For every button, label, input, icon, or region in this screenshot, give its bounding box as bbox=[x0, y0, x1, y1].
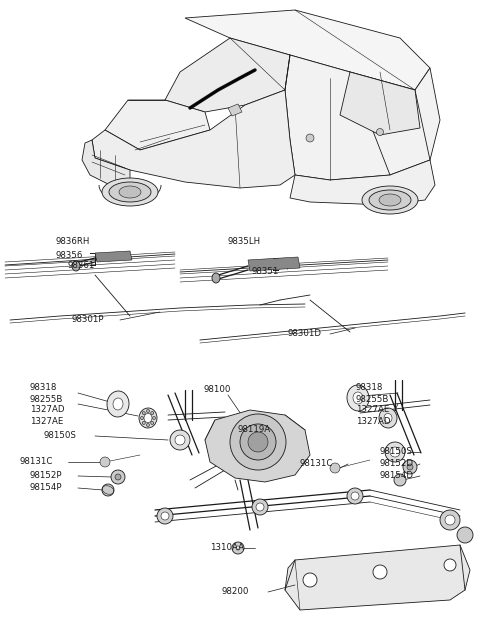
Ellipse shape bbox=[142, 422, 145, 424]
Ellipse shape bbox=[170, 430, 190, 450]
Circle shape bbox=[100, 457, 110, 467]
Text: 98301P: 98301P bbox=[72, 316, 105, 324]
Polygon shape bbox=[285, 55, 440, 180]
Ellipse shape bbox=[146, 410, 149, 413]
Circle shape bbox=[248, 432, 268, 452]
Circle shape bbox=[157, 508, 173, 524]
Ellipse shape bbox=[151, 422, 154, 424]
Ellipse shape bbox=[379, 408, 397, 428]
Polygon shape bbox=[285, 545, 470, 610]
Circle shape bbox=[303, 573, 317, 587]
Polygon shape bbox=[290, 160, 435, 205]
Ellipse shape bbox=[151, 411, 154, 415]
Ellipse shape bbox=[153, 417, 156, 420]
Text: 98154P: 98154P bbox=[30, 483, 62, 493]
Ellipse shape bbox=[109, 182, 151, 202]
Circle shape bbox=[240, 424, 276, 460]
Text: 9835LH: 9835LH bbox=[228, 237, 261, 246]
Circle shape bbox=[256, 503, 264, 511]
Ellipse shape bbox=[144, 413, 152, 422]
Circle shape bbox=[115, 474, 121, 480]
Text: 98255B: 98255B bbox=[356, 394, 389, 403]
Ellipse shape bbox=[369, 190, 411, 210]
Polygon shape bbox=[105, 100, 210, 150]
Polygon shape bbox=[205, 410, 310, 482]
Circle shape bbox=[440, 510, 460, 530]
Polygon shape bbox=[95, 251, 132, 262]
Ellipse shape bbox=[146, 424, 149, 427]
Text: 98150S: 98150S bbox=[44, 432, 77, 441]
Text: 98361: 98361 bbox=[68, 262, 96, 271]
Polygon shape bbox=[92, 90, 295, 188]
Text: 98152P: 98152P bbox=[30, 472, 62, 481]
Text: 98100: 98100 bbox=[204, 385, 231, 394]
Ellipse shape bbox=[379, 194, 401, 206]
Text: 98318: 98318 bbox=[30, 384, 58, 392]
Circle shape bbox=[403, 460, 417, 474]
Text: 98131C: 98131C bbox=[300, 460, 334, 469]
Polygon shape bbox=[340, 72, 420, 135]
Ellipse shape bbox=[212, 273, 220, 283]
Polygon shape bbox=[228, 104, 242, 116]
Circle shape bbox=[161, 512, 169, 520]
Text: 9836RH: 9836RH bbox=[55, 237, 89, 246]
Text: 98154D: 98154D bbox=[380, 472, 414, 481]
Text: 1327AE: 1327AE bbox=[356, 406, 389, 415]
Text: 98356: 98356 bbox=[55, 250, 83, 260]
Text: 98255B: 98255B bbox=[30, 394, 63, 403]
Text: 98301D: 98301D bbox=[288, 330, 322, 338]
Ellipse shape bbox=[107, 391, 129, 417]
Text: 98351: 98351 bbox=[252, 267, 279, 276]
Ellipse shape bbox=[347, 385, 369, 411]
Circle shape bbox=[445, 515, 455, 525]
Circle shape bbox=[444, 559, 456, 571]
Ellipse shape bbox=[362, 186, 418, 214]
Text: 1327AD: 1327AD bbox=[356, 417, 391, 425]
Ellipse shape bbox=[72, 261, 80, 271]
Text: 98152D: 98152D bbox=[380, 460, 414, 469]
Text: 1327AD: 1327AD bbox=[30, 406, 64, 415]
Circle shape bbox=[376, 128, 384, 135]
Text: 98131C: 98131C bbox=[20, 457, 53, 467]
Polygon shape bbox=[165, 38, 290, 112]
Circle shape bbox=[236, 546, 240, 550]
Ellipse shape bbox=[390, 447, 400, 457]
Ellipse shape bbox=[102, 178, 158, 206]
Ellipse shape bbox=[353, 392, 363, 404]
Circle shape bbox=[407, 464, 413, 470]
Text: 1310AA: 1310AA bbox=[210, 544, 244, 552]
Ellipse shape bbox=[142, 411, 145, 415]
Circle shape bbox=[330, 463, 340, 473]
Ellipse shape bbox=[139, 408, 157, 428]
Text: 98318: 98318 bbox=[356, 384, 384, 392]
Circle shape bbox=[230, 414, 286, 470]
Text: 98119A: 98119A bbox=[238, 425, 271, 434]
Circle shape bbox=[394, 474, 406, 486]
Text: 98150S: 98150S bbox=[380, 448, 413, 457]
Text: 1327AE: 1327AE bbox=[30, 417, 63, 425]
Polygon shape bbox=[248, 257, 300, 271]
Circle shape bbox=[373, 565, 387, 579]
Polygon shape bbox=[82, 140, 130, 185]
Circle shape bbox=[102, 484, 114, 496]
Ellipse shape bbox=[384, 413, 392, 422]
Circle shape bbox=[306, 134, 314, 142]
Ellipse shape bbox=[175, 435, 185, 445]
Circle shape bbox=[232, 542, 244, 554]
Polygon shape bbox=[185, 10, 430, 90]
Circle shape bbox=[252, 499, 268, 515]
Ellipse shape bbox=[385, 442, 405, 462]
Circle shape bbox=[351, 492, 359, 500]
Text: 98200: 98200 bbox=[222, 587, 250, 596]
Circle shape bbox=[457, 527, 473, 543]
Ellipse shape bbox=[113, 398, 123, 410]
Ellipse shape bbox=[141, 417, 144, 420]
Circle shape bbox=[111, 470, 125, 484]
Ellipse shape bbox=[119, 186, 141, 198]
Circle shape bbox=[347, 488, 363, 504]
